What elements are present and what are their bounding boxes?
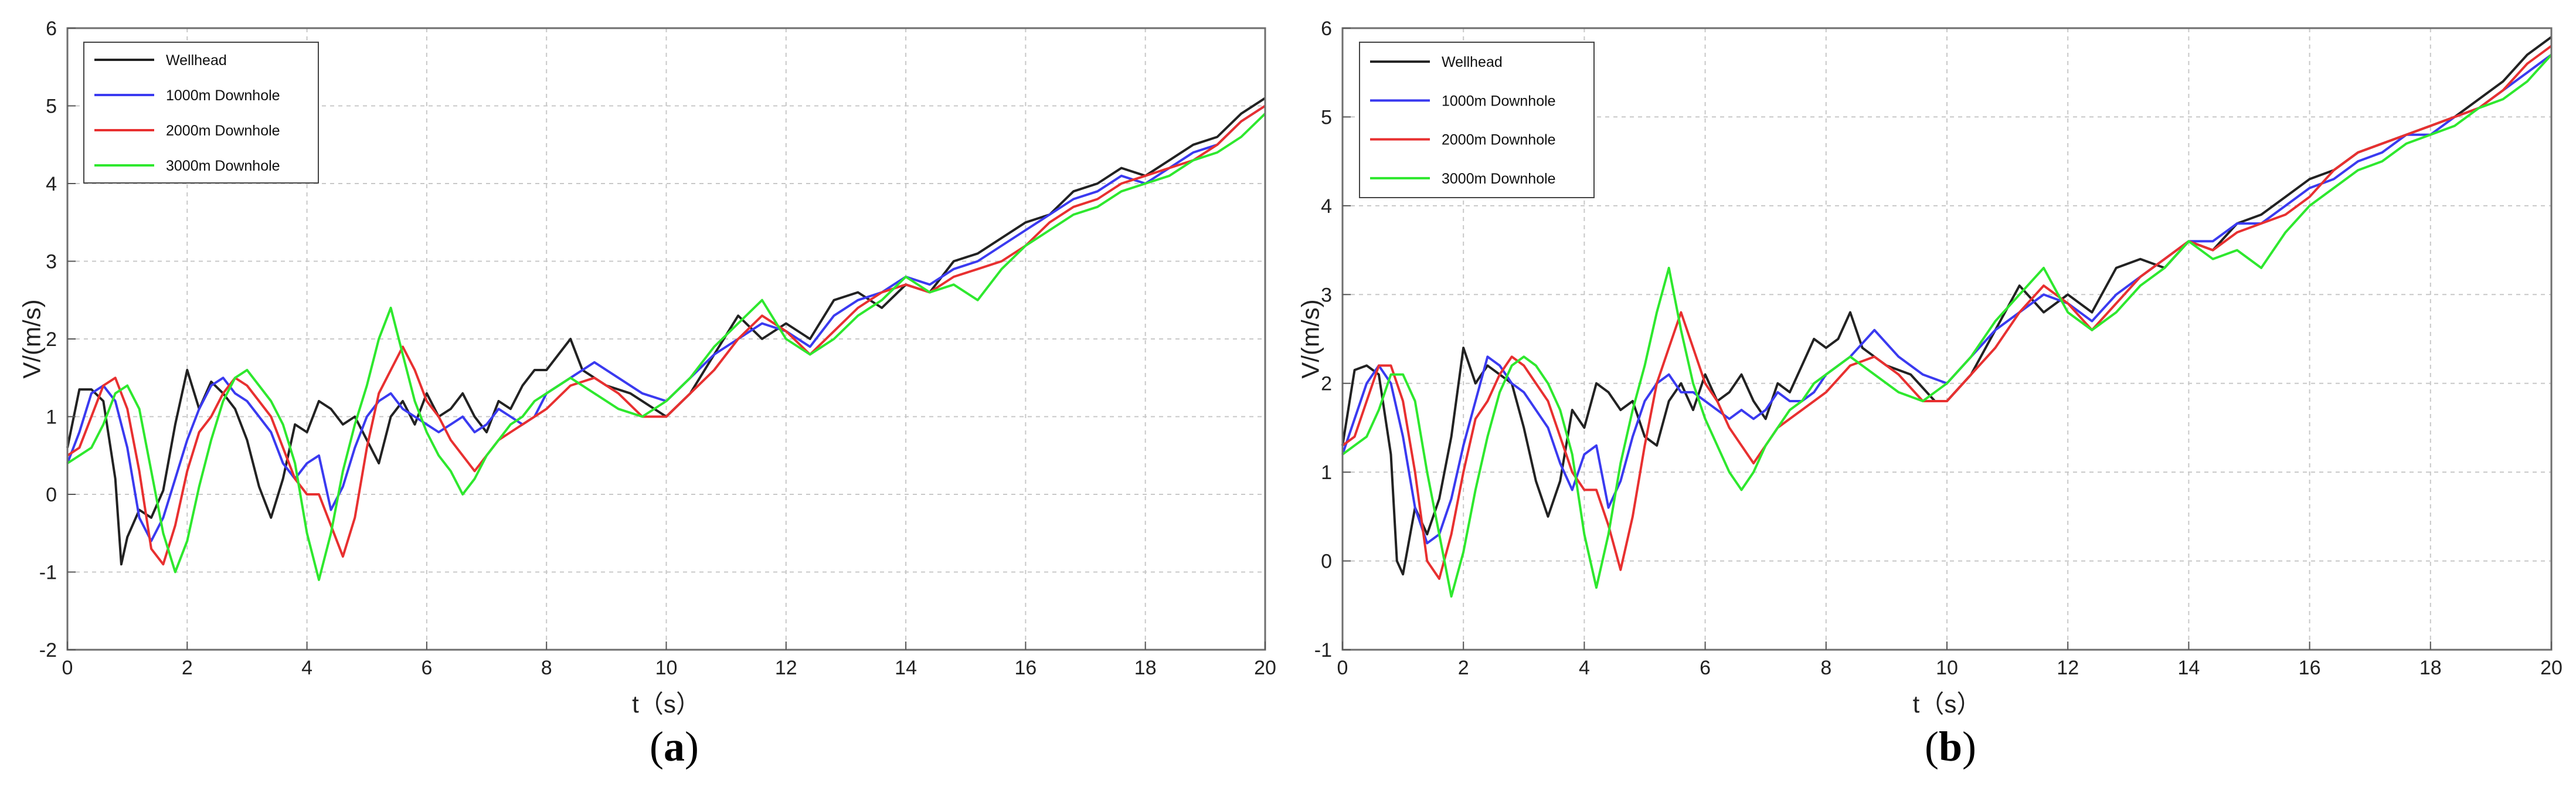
series-line-b-3 [1341, 54, 2553, 598]
y-axis-label: V/(m/s) [1296, 299, 1324, 378]
chart-panel-b: 0 2 4 6 8 10 12 14 16 18 20 -1 0 1 2 3 4 5 6 t（s） V/(m/s) Wel… [1288, 0, 2576, 794]
x-tick-label: 8 [541, 657, 552, 679]
x-tick-label: 8 [1820, 657, 1831, 679]
y-tick-label: 1 [46, 406, 57, 429]
x-tick-label: 20 [1254, 657, 1276, 679]
y-tick-label: -2 [39, 639, 57, 661]
panel-label-a: (a) [650, 723, 699, 770]
y-tick-label: 4 [46, 173, 57, 195]
x-tick-label: 16 [2299, 657, 2321, 679]
legend-label: Wellhead [166, 52, 227, 69]
x-axis-label: t（s） [632, 690, 701, 718]
legend-label: 2000m Downhole [166, 123, 280, 139]
series-line-a-1 [66, 104, 1266, 542]
x-tick-label: 10 [1936, 657, 1958, 679]
y-tick-label: 4 [1321, 195, 1332, 218]
chart-b-svg: 0 2 4 6 8 10 12 14 16 18 20-10123456t（s）V/(m/s)Wel… [1296, 18, 2563, 718]
y-tick-label: 6 [1321, 18, 1332, 40]
y-tick-label: 5 [1321, 106, 1332, 128]
series-line-b-1 [1341, 53, 2553, 545]
x-tick-label: 2 [1458, 657, 1469, 679]
x-tick-label: 18 [1134, 657, 1157, 679]
chart-a-svg: 0 2 4 6 8 10 12 14 16 18 20-2-10123456t（s）V/(m/s)W… [18, 18, 1276, 718]
x-tick-label: 14 [2177, 657, 2200, 679]
x-axis-label: t（s） [1913, 690, 1982, 718]
y-tick-label: 3 [1321, 284, 1332, 306]
y-tick-label: 0 [1321, 551, 1332, 573]
x-tick-label: 14 [895, 657, 917, 679]
x-tick-label: 2 [182, 657, 193, 679]
x-tick-label: 4 [301, 657, 312, 679]
panel-label-b: (b) [1924, 723, 1976, 770]
y-tick-label: 2 [46, 328, 57, 351]
x-tick-label: 10 [655, 657, 678, 679]
y-tick-label: -1 [39, 562, 57, 584]
series-line-a-3 [66, 113, 1266, 581]
x-tick-label: 0 [62, 657, 73, 679]
y-tick-label: -1 [1314, 639, 1332, 661]
y-tick-label: 6 [46, 18, 57, 40]
x-tick-label: 12 [775, 657, 797, 679]
legend-box-b [1359, 42, 1595, 198]
y-axis-label: V/(m/s) [18, 299, 45, 378]
x-tick-label: 18 [2419, 657, 2442, 679]
y-tick-label: 1 [1321, 462, 1332, 484]
legend-label: Wellhead [1442, 54, 1503, 70]
legend-label: 3000m Downhole [1442, 171, 1556, 187]
legend-box-a [83, 42, 319, 184]
legend-label: 3000m Downhole [166, 158, 280, 174]
y-tick-label: 3 [46, 251, 57, 273]
legend-label: 1000m Downhole [166, 87, 280, 104]
y-tick-label: 5 [46, 96, 57, 118]
legend-label: 1000m Downhole [1442, 93, 1556, 109]
x-tick-label: 12 [2057, 657, 2079, 679]
x-tick-label: 6 [421, 657, 432, 679]
y-tick-label: 0 [46, 484, 57, 506]
y-tick-label: 2 [1321, 373, 1332, 395]
x-tick-label: 20 [2540, 657, 2563, 679]
chart-panel-a: 0 2 4 6 8 10 12 14 16 18 20 -2 -1 0 1 2 3 4 5 6 t（s） V/(m/s) W… [18, 18, 1276, 770]
legend-label: 2000m Downhole [1442, 132, 1556, 148]
x-tick-label: 0 [1337, 657, 1348, 679]
series-line-b-0 [1341, 36, 2553, 576]
x-tick-label: 6 [1700, 657, 1711, 679]
x-tick-label: 16 [1014, 657, 1036, 679]
x-tick-label: 4 [1579, 657, 1590, 679]
